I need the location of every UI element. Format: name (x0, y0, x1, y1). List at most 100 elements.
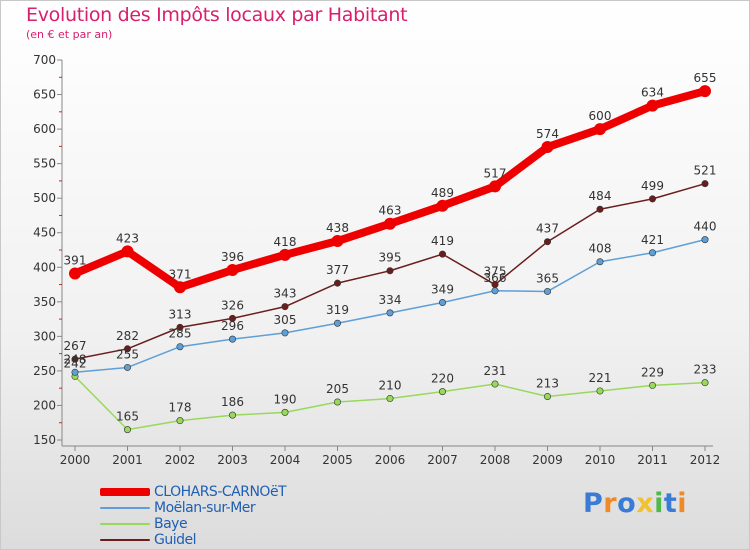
data-label: 440 (694, 220, 717, 234)
data-label: 365 (536, 271, 559, 285)
data-label: 221 (589, 371, 612, 385)
x-tick-label: 2001 (112, 453, 143, 467)
data-label: 343 (274, 287, 297, 301)
legend-swatch (100, 488, 150, 496)
data-point (541, 141, 554, 154)
data-label: 421 (641, 233, 664, 247)
data-label: 255 (116, 347, 139, 361)
data-label: 423 (116, 231, 139, 245)
data-label: 391 (64, 253, 87, 267)
data-point (71, 355, 79, 363)
data-label: 366 (484, 271, 507, 285)
legend-label: Baye (154, 516, 188, 532)
data-point (69, 267, 81, 280)
data-label: 242 (64, 356, 87, 370)
data-label: 233 (694, 363, 717, 377)
data-point (543, 238, 551, 246)
data-label: 319 (326, 303, 349, 317)
data-point (438, 299, 446, 307)
data-label: 396 (221, 250, 244, 264)
data-point (648, 195, 656, 203)
data-point (176, 343, 184, 351)
data-label: 229 (641, 365, 664, 379)
data-label: 210 (379, 379, 402, 393)
y-tick-label: 250 (33, 364, 56, 378)
data-point (229, 314, 237, 322)
y-tick-label: 350 (33, 295, 56, 309)
data-label: 438 (326, 221, 349, 235)
data-label: 285 (169, 327, 192, 341)
data-point (699, 85, 711, 98)
data-label: 231 (484, 364, 507, 378)
data-point (174, 281, 186, 294)
y-tick-label: 650 (33, 88, 56, 102)
data-point (226, 264, 239, 277)
data-label: 600 (589, 109, 612, 123)
data-point (596, 258, 604, 266)
chart-subtitle: (en € et par an) (26, 28, 113, 41)
logo-letter: t (663, 488, 678, 519)
x-tick-label: 2005 (322, 453, 353, 467)
data-label: 395 (379, 251, 402, 265)
data-label: 334 (379, 293, 402, 307)
data-point (229, 411, 237, 419)
data-label: 418 (274, 235, 297, 249)
y-tick-label: 400 (33, 260, 56, 274)
y-tick-label: 600 (33, 122, 56, 136)
legend-swatch (100, 539, 150, 541)
data-point (596, 205, 604, 213)
x-tick-label: 2012 (690, 453, 721, 467)
data-point (333, 319, 341, 327)
data-point (124, 363, 132, 371)
data-label: 517 (484, 166, 507, 180)
data-point (543, 392, 551, 400)
x-tick-label: 2006 (375, 453, 406, 467)
chart-title: Evolution des Impôts locaux par Habitant (26, 4, 408, 26)
data-point (701, 180, 709, 188)
data-label: 248 (64, 352, 87, 366)
data-point (331, 235, 344, 248)
data-label: 377 (326, 263, 349, 277)
data-point (386, 267, 394, 275)
legend-label: Guidel (154, 532, 197, 548)
data-point (438, 388, 446, 396)
x-tick-label: 2000 (60, 453, 91, 467)
x-tick-label: 2008 (480, 453, 511, 467)
data-point (124, 426, 132, 434)
y-tick-label: 450 (33, 226, 56, 240)
logo-letter: x (636, 488, 655, 519)
data-label: 521 (694, 164, 717, 178)
data-label: 634 (641, 86, 664, 100)
logo-letter: o (617, 488, 637, 519)
y-tick-label: 550 (33, 157, 56, 171)
data-label: 371 (169, 267, 192, 281)
y-tick-label: 300 (33, 329, 56, 343)
data-point (281, 329, 289, 337)
data-point (648, 249, 656, 257)
data-point (384, 217, 396, 230)
data-label: 499 (641, 179, 664, 193)
x-tick-label: 2007 (427, 453, 458, 467)
data-point (176, 417, 184, 425)
data-point (543, 287, 551, 295)
data-point (594, 123, 606, 136)
data-label: 282 (116, 329, 139, 343)
data-point (436, 199, 449, 212)
y-tick-label: 500 (33, 191, 56, 205)
logo-letter: P (583, 488, 604, 519)
data-point (281, 408, 289, 416)
data-point (701, 236, 709, 244)
data-point (491, 287, 499, 295)
data-label: 313 (169, 307, 192, 321)
data-point (121, 245, 134, 258)
data-point (648, 381, 656, 389)
data-label: 213 (536, 376, 559, 390)
data-label: 489 (431, 186, 454, 200)
data-point (646, 99, 659, 112)
data-point (229, 335, 237, 343)
data-point (438, 250, 446, 258)
legend-label: Moëlan-sur-Mer (154, 500, 256, 516)
proxiti-logo: Proxiti (583, 488, 687, 519)
data-point (701, 379, 709, 387)
